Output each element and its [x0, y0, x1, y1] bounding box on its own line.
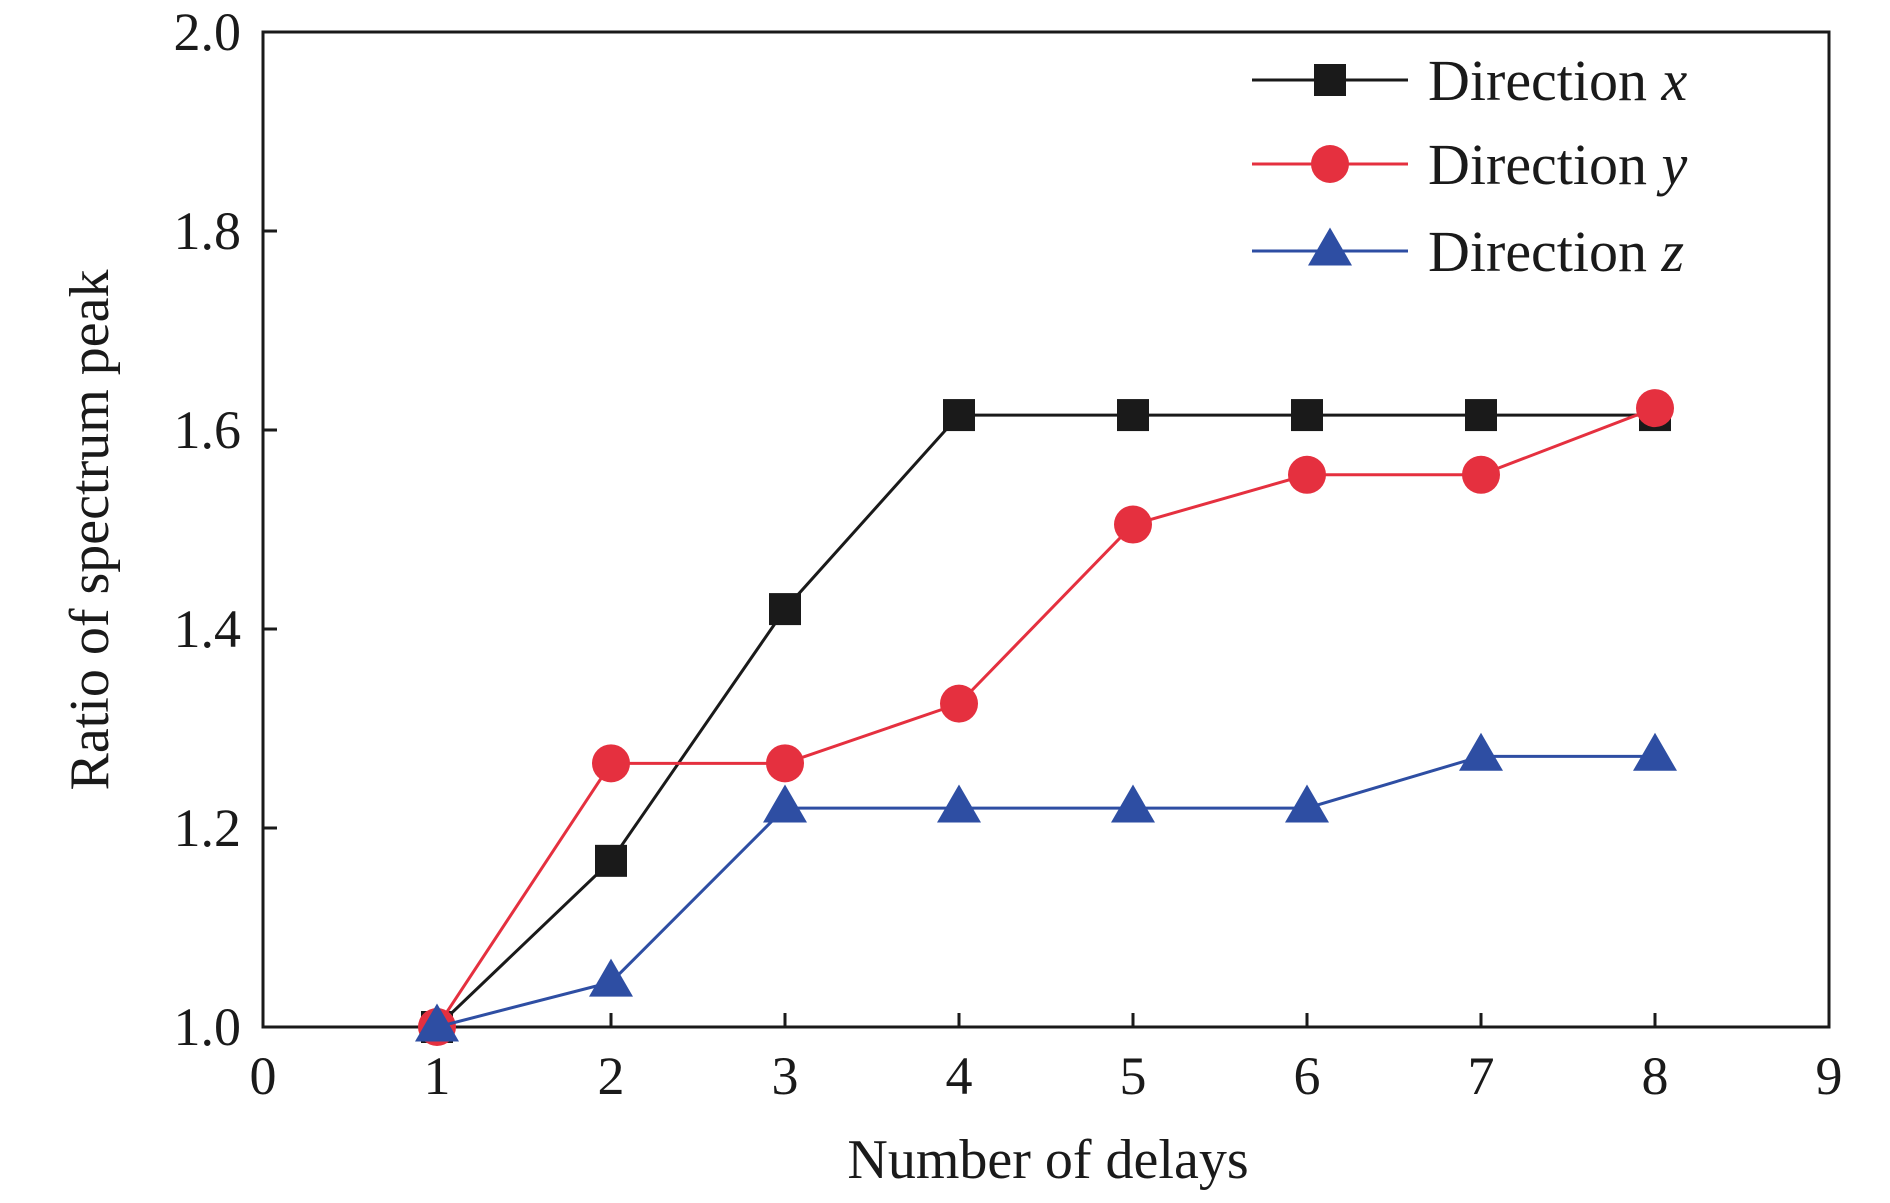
legend-label: Direction x [1428, 48, 1688, 113]
data-point-z [415, 1003, 459, 1042]
series-z [415, 732, 1677, 1042]
data-point-y [1462, 455, 1500, 494]
x-tick-label: 5 [1120, 1046, 1147, 1106]
data-point-y [1288, 455, 1326, 494]
data-point-y [766, 744, 804, 783]
x-tick-label: 7 [1468, 1046, 1495, 1106]
series-line-y [435, 406, 1656, 1028]
series-line-z [436, 754, 1655, 1029]
data-point-x [1117, 399, 1149, 432]
data-point-z [1111, 784, 1155, 823]
data-point-z [589, 958, 633, 997]
data-point-y [1114, 505, 1152, 544]
data-point-y [940, 684, 978, 723]
y-tick-label: 1.0 [174, 997, 242, 1057]
data-point-z [763, 784, 807, 823]
x-tick-label: 6 [1294, 1046, 1321, 1106]
data-point-x [595, 844, 627, 877]
x-tick-label: 8 [1642, 1046, 1669, 1106]
plot-border [261, 30, 1831, 1029]
x-tick-label: 3 [772, 1046, 799, 1106]
y-tick-label: 1.6 [174, 400, 242, 460]
series-y [418, 389, 1674, 1046]
data-point-y [1636, 389, 1674, 428]
data-point-x [769, 593, 801, 626]
data-point-z [937, 784, 981, 823]
legend-marker-circle [1311, 145, 1349, 183]
legend: Direction x Direction y Direction z [1252, 48, 1688, 284]
y-tick-label: 1.8 [174, 201, 242, 261]
x-tick-label: 1 [424, 1046, 451, 1106]
y-tick-label: 1.4 [174, 599, 242, 659]
legend-marker-square [1314, 64, 1346, 96]
legend-item-x: Direction x [1252, 48, 1688, 113]
data-point-z [1633, 732, 1677, 771]
x-tick-label: 0 [250, 1046, 277, 1106]
data-point-x [1291, 399, 1323, 432]
x-tick-label: 4 [946, 1046, 973, 1106]
series-layer [415, 389, 1677, 1046]
x-tick-label: 2 [598, 1046, 625, 1106]
axis-ticks: 0 1 2 3 4 5 6 7 8 9 1.0 1.2 1.4 1.6 1.8 2.0 [174, 2, 1843, 1106]
legend-label: Direction z [1428, 219, 1684, 284]
y-tick-label: 2.0 [174, 2, 242, 62]
data-point-y [592, 744, 630, 783]
data-point-z [1285, 784, 1329, 823]
y-tick-label: 1.2 [174, 798, 242, 858]
data-point-z [1459, 732, 1503, 771]
x-axis-title: Number of delays [847, 1129, 1248, 1191]
data-point-x [1465, 399, 1497, 432]
legend-item-z: Direction z [1252, 219, 1684, 284]
data-point-x [943, 399, 975, 432]
series-x [421, 399, 1671, 1043]
series-line-x [435, 413, 1655, 1029]
plot-frame [261, 30, 1831, 1029]
legend-item-y: Direction y [1252, 132, 1688, 197]
legend-label: Direction y [1428, 132, 1688, 197]
legend-marker-triangle [1308, 227, 1352, 266]
x-tick-label: 9 [1816, 1046, 1843, 1106]
y-axis-title: Ratio of spectrum peak [59, 270, 121, 791]
